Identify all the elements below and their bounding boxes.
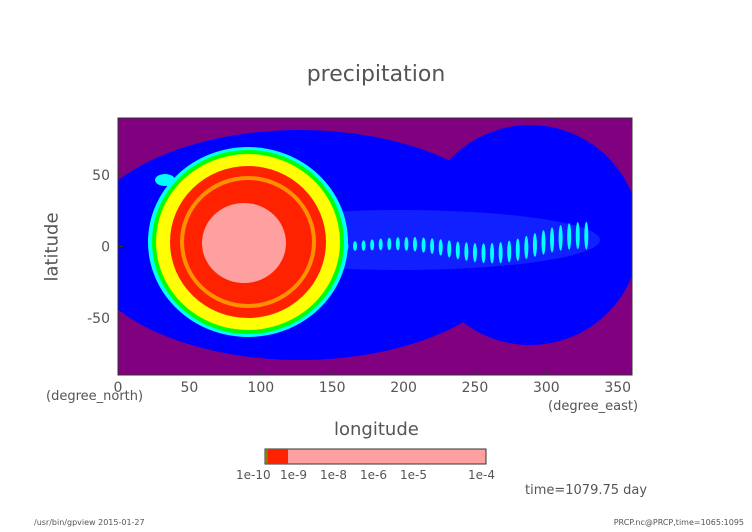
y-ticks: 50 0 -50	[87, 168, 123, 327]
cyan-spot	[378, 238, 383, 251]
cyan-spot	[558, 224, 563, 251]
x-tick-label: 0	[114, 380, 123, 396]
cyan-spot	[447, 240, 452, 258]
cyan-spot	[412, 237, 417, 252]
x-tick-label: 100	[247, 380, 274, 396]
cyan-spot	[438, 239, 443, 256]
cyan-spot	[584, 221, 589, 250]
y-axis-label: latitude	[41, 212, 63, 282]
colorbar-label-1e-4: 1e-4	[468, 468, 495, 482]
y-unit: (degree_north)	[46, 389, 144, 404]
time-label: time=1079.75 day	[525, 483, 648, 498]
x-ticks: 0 50 100 150 200 250 300 350	[114, 370, 631, 396]
x-tick-label: 300	[533, 380, 560, 396]
contour-cyan-patch	[155, 174, 175, 186]
cyan-spot	[541, 230, 546, 255]
cyan-spot	[567, 223, 572, 250]
colorbar-label-1e-5: 1e-5	[400, 468, 427, 482]
cyan-spot	[370, 239, 375, 251]
colorbar-pink	[264, 448, 487, 465]
colorbar-red	[268, 449, 288, 464]
colorbar	[264, 448, 487, 465]
x-tick-label: 200	[390, 380, 417, 396]
cyan-spot	[353, 241, 358, 251]
cyan-spot	[490, 243, 495, 264]
cyan-spot	[387, 237, 392, 251]
cyan-spot	[361, 240, 366, 251]
cyan-spot	[455, 241, 460, 260]
cyan-spot	[464, 242, 469, 261]
cyan-spot	[524, 235, 529, 260]
cyan-spot	[421, 237, 426, 253]
y-tick-label: 50	[92, 168, 110, 184]
chart-title: precipitation	[306, 62, 446, 87]
cyan-spot	[472, 243, 477, 263]
x-tick-label: 250	[462, 380, 489, 396]
colorbar-label-1e-10: 1e-10	[236, 468, 271, 482]
x-tick-label: 50	[180, 380, 198, 396]
x-tick-label: 150	[319, 380, 346, 396]
cyan-spot	[498, 242, 503, 264]
y-tick-label: -50	[87, 311, 110, 327]
contour-pink	[202, 203, 286, 283]
colorbar-label-1e-6: 1e-6	[360, 468, 387, 482]
cyan-spot	[532, 233, 537, 257]
cyan-spot	[550, 227, 555, 253]
cyan-spot	[507, 240, 512, 263]
cyan-spot	[404, 236, 409, 251]
x-tick-label: 350	[604, 380, 631, 396]
y-tick-label: 0	[101, 240, 110, 256]
cyan-spot	[481, 243, 486, 264]
colorbar-label-1e-8: 1e-8	[320, 468, 347, 482]
cyan-spot	[515, 238, 520, 261]
footer-right: PRCP.nc@PRCP,time=1065:1095	[613, 518, 744, 527]
x-unit: (degree_east)	[548, 399, 639, 414]
colorbar-label-1e-9: 1e-9	[280, 468, 307, 482]
footer-left: /usr/bin/gpview 2015-01-27	[34, 518, 145, 527]
x-axis-label: longitude	[334, 419, 419, 440]
colorbar-low	[266, 449, 268, 464]
contour-field	[118, 118, 632, 375]
cyan-spot	[395, 237, 400, 251]
cyan-spot	[430, 238, 435, 254]
cyan-spot	[575, 222, 580, 250]
